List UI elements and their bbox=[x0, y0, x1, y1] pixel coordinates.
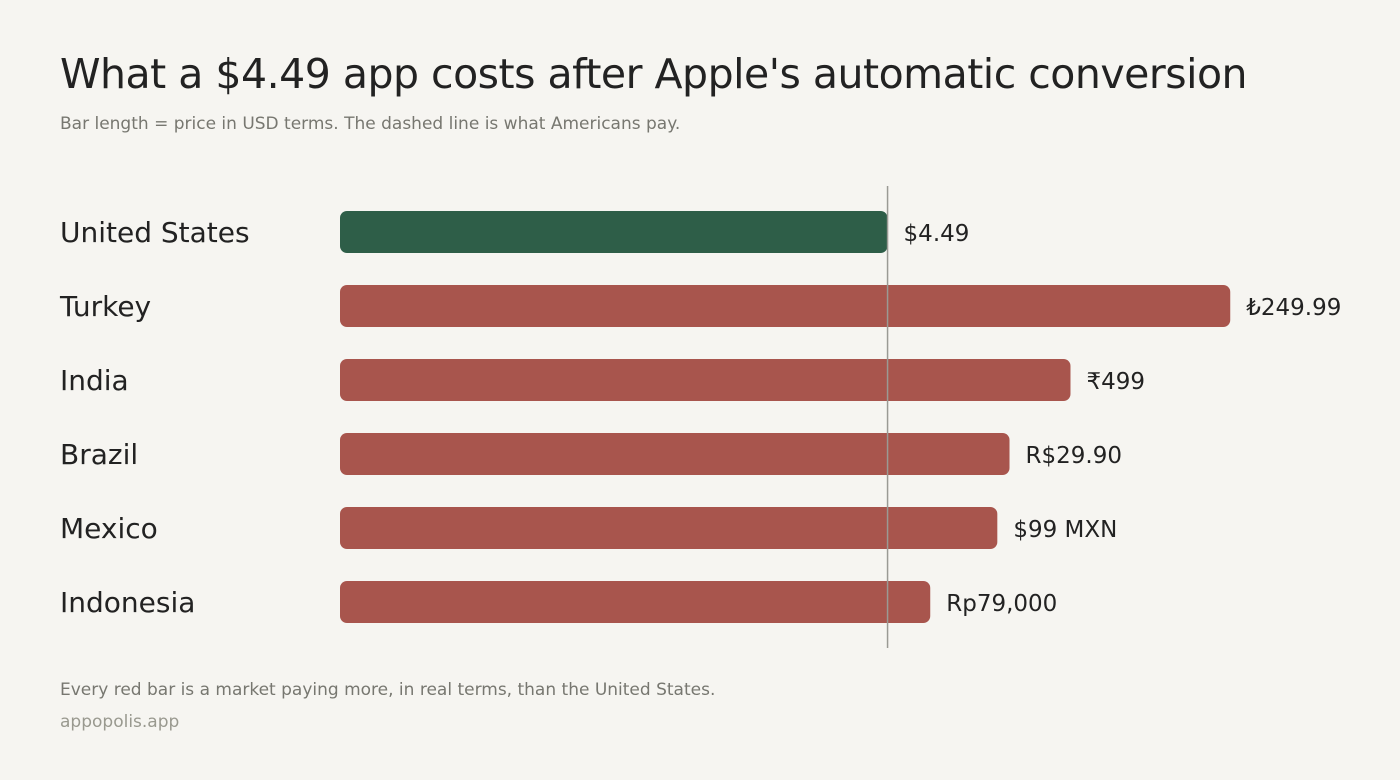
value-label: ₺249.99 bbox=[1246, 295, 1341, 321]
chart-title: What a $4.49 app costs after Apple's aut… bbox=[60, 50, 1248, 98]
source-credit: appopolis.app bbox=[60, 712, 180, 732]
value-label: $4.49 bbox=[904, 221, 970, 247]
chart-subtitle: Bar length = price in USD terms. The das… bbox=[60, 114, 681, 134]
value-label: Rp79,000 bbox=[946, 591, 1057, 617]
bar-indonesia bbox=[340, 581, 931, 623]
category-label: Brazil bbox=[60, 438, 138, 471]
category-label: United States bbox=[60, 216, 250, 249]
value-label: $99 MXN bbox=[1013, 517, 1117, 543]
value-label: ₹499 bbox=[1086, 369, 1145, 395]
category-label: Indonesia bbox=[60, 586, 195, 619]
category-label: Mexico bbox=[60, 512, 158, 545]
bar-mexico bbox=[340, 507, 998, 549]
value-label: R$29.90 bbox=[1026, 443, 1122, 469]
bar-india bbox=[340, 359, 1071, 401]
bar-turkey bbox=[340, 285, 1231, 327]
category-label: India bbox=[60, 364, 129, 397]
bar-brazil bbox=[340, 433, 1010, 475]
bar-united-states bbox=[340, 211, 888, 253]
footnote: Every red bar is a market paying more, i… bbox=[60, 680, 716, 700]
category-label: Turkey bbox=[59, 290, 151, 323]
